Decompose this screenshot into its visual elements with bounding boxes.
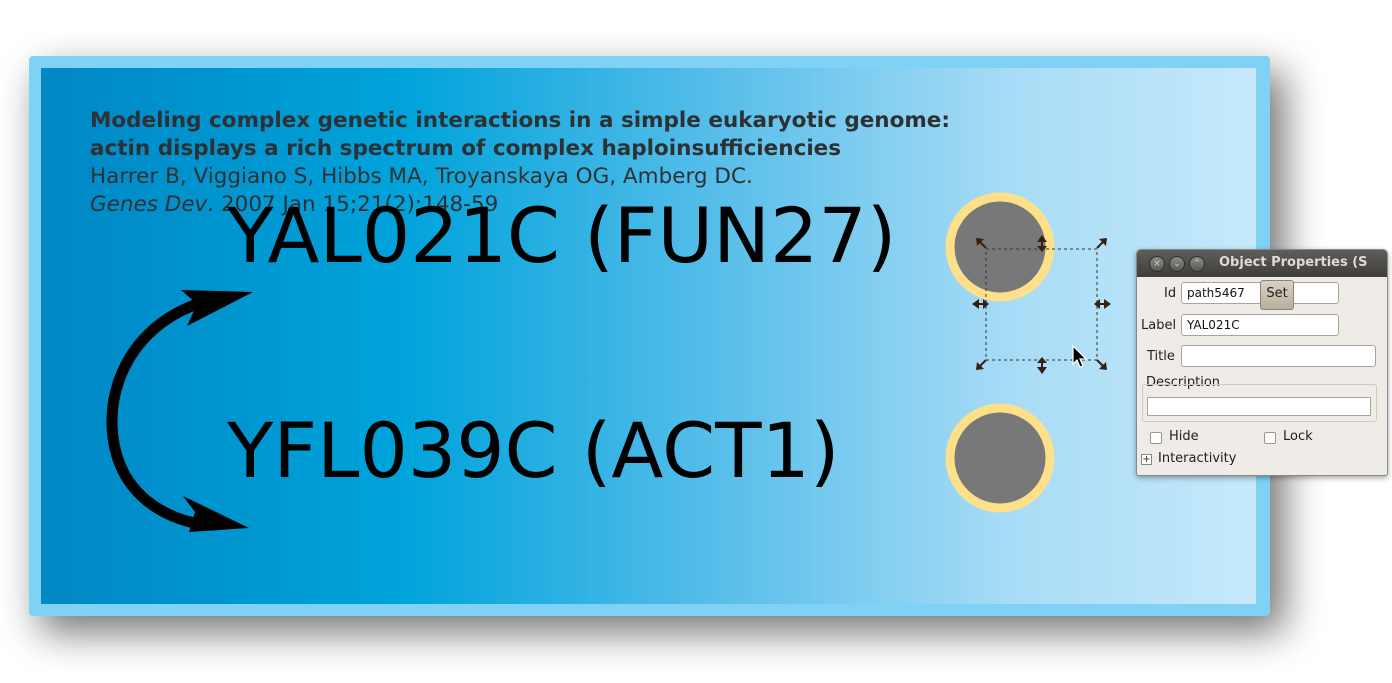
lock-checkbox[interactable] <box>1264 432 1276 444</box>
gene-node-2[interactable] <box>945 403 1055 513</box>
dialog-titlebar[interactable]: × ⌄ ⌃ Object Properties (S <box>1137 250 1387 277</box>
close-icon[interactable]: × <box>1149 256 1165 272</box>
citation-block: Modeling complex genetic interactions in… <box>90 107 1010 219</box>
label-input[interactable] <box>1181 314 1339 336</box>
minimize-icon[interactable]: ⌄ <box>1169 256 1185 272</box>
paper-reference: Genes Dev. 2007 Jan 15;21(2):148-59 <box>90 191 1010 219</box>
slide-frame: Modeling complex genetic interactions in… <box>29 56 1270 616</box>
title-input[interactable] <box>1181 345 1376 367</box>
expand-plus-icon[interactable]: + <box>1141 454 1152 465</box>
hide-label: Hide <box>1169 429 1199 444</box>
gene-label-yfl039c[interactable]: YFL039C (ACT1) <box>227 406 840 495</box>
mouse-cursor-icon <box>1072 345 1088 368</box>
interactivity-expander-label[interactable]: Interactivity <box>1158 451 1237 466</box>
paper-title-line1: Modeling complex genetic interactions in… <box>90 108 950 133</box>
set-button[interactable]: Set <box>1260 280 1294 310</box>
maximize-icon[interactable]: ⌃ <box>1189 256 1205 272</box>
curved-arrow-icon[interactable] <box>85 220 265 550</box>
slide-canvas[interactable]: Modeling complex genetic interactions in… <box>41 68 1256 604</box>
scale-arrows-icon[interactable] <box>970 232 1115 377</box>
id-label: Id <box>1164 286 1177 301</box>
hide-checkbox[interactable] <box>1150 432 1162 444</box>
description-frame <box>1142 384 1377 422</box>
label-label: Label <box>1141 318 1177 333</box>
paper-ref-details: . 2007 Jan 15;21(2):148-59 <box>207 192 499 217</box>
lock-label: Lock <box>1283 429 1313 444</box>
gene-node-1[interactable] <box>945 192 1055 302</box>
paper-authors: Harrer B, Viggiano S, Hibbs MA, Troyansk… <box>90 164 753 189</box>
gene-label-yal021c[interactable]: YAL021C (FUN27) <box>227 191 897 280</box>
dialog-title: Object Properties (S <box>1219 255 1368 270</box>
paper-journal: Genes Dev <box>90 192 208 217</box>
description-input[interactable] <box>1147 397 1371 416</box>
description-label: Description <box>1146 375 1221 390</box>
title-label: Title <box>1147 349 1175 364</box>
paper-title-line2: actin displays a rich spectrum of comple… <box>90 136 842 161</box>
